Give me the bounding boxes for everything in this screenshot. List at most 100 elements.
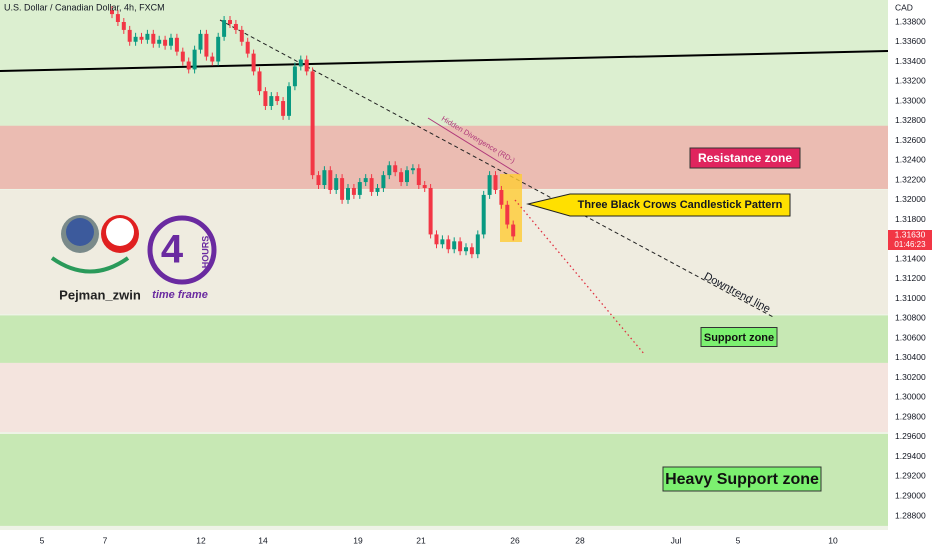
candle-body	[157, 39, 162, 44]
pattern-callout	[526, 193, 791, 217]
candle-body	[180, 51, 185, 62]
date-label: 21	[416, 535, 426, 545]
candle-body	[346, 187, 350, 200]
candle-body	[163, 39, 168, 46]
price-label: 1.30400	[895, 352, 926, 362]
trend-line	[0, 50, 889, 72]
bg-top	[0, 0, 888, 127]
price-tag-countdown: 01:46:23	[894, 240, 926, 249]
candle-body	[375, 187, 380, 192]
candle-body	[410, 168, 415, 171]
price-label: 1.33600	[895, 36, 926, 46]
price-label: 1.30600	[895, 332, 926, 342]
date-label: 12	[196, 535, 206, 545]
candle-body	[222, 20, 227, 37]
price-label: 1.33400	[895, 56, 926, 66]
candle-body	[387, 165, 392, 176]
bg-low	[0, 361, 888, 432]
price-label: 1.32200	[895, 174, 926, 184]
price-label: 1.30800	[895, 313, 926, 323]
candle-body	[505, 204, 510, 225]
candle-body	[121, 22, 126, 30]
date-label: 10	[828, 535, 838, 545]
candle-body	[363, 178, 368, 183]
date-label: 5	[736, 535, 741, 545]
candle-body	[151, 33, 156, 44]
candle-body	[351, 187, 356, 195]
price-tag-price: 1.31630	[895, 229, 926, 239]
symbol: U.S. Dollar / Canadian Dollar, 4h, FXCM	[4, 2, 165, 12]
candle-body	[493, 175, 498, 190]
candle-body	[245, 41, 250, 54]
candle-body	[275, 96, 280, 102]
price-label: 1.31200	[895, 273, 926, 283]
candle-body	[139, 36, 144, 40]
zone-label-box	[689, 147, 801, 169]
candle-body	[257, 71, 262, 92]
date-label: Jul	[671, 535, 682, 545]
candle-body	[263, 91, 268, 106]
price-label: 1.33200	[895, 76, 926, 86]
candle-body	[233, 23, 238, 30]
price-label: 1.29000	[895, 490, 926, 500]
currency: CAD	[895, 2, 913, 12]
price-label: 1.31800	[895, 214, 926, 224]
price-label: 1.32800	[895, 115, 926, 125]
candle-body	[452, 241, 457, 250]
candle-body	[399, 172, 404, 183]
price-label: 1.29800	[895, 411, 926, 421]
logo-caption: time frame	[152, 289, 208, 301]
date-axis-panel	[0, 530, 888, 550]
date-label: 7	[103, 535, 108, 545]
zone-label-box	[700, 327, 778, 347]
candle-body	[298, 59, 303, 67]
divergence-line	[427, 117, 521, 176]
price-label: 1.29200	[895, 471, 926, 481]
price-axis-panel	[888, 0, 932, 550]
candle-body	[145, 33, 150, 40]
candle-body	[405, 170, 409, 183]
candle-body	[499, 189, 504, 205]
price-label: 1.29400	[895, 451, 926, 461]
zone-label: Resistance zone	[698, 151, 792, 165]
logo: 4 HOURS Pejman_zwin time frame	[50, 215, 217, 302]
candle-body	[340, 178, 345, 200]
price-label: 1.32000	[895, 194, 926, 204]
candle-body	[511, 224, 516, 237]
candle-body	[192, 49, 197, 70]
candle-body	[127, 29, 132, 42]
candle-body	[357, 182, 362, 195]
date-label: 14	[258, 535, 268, 545]
zone-label: Support zone	[704, 332, 774, 344]
candle-body	[446, 239, 451, 250]
candle-body	[169, 37, 173, 46]
pattern-label: Three Black Crows Candlestick Pattern	[578, 199, 783, 211]
candle-body	[481, 194, 486, 235]
price-label: 1.33000	[895, 95, 926, 105]
candle-body	[469, 247, 474, 255]
candle-body	[322, 170, 327, 186]
candle-body	[115, 14, 120, 22]
candle-body	[304, 59, 309, 72]
zone-label-box	[662, 466, 822, 492]
candle-body	[186, 61, 191, 70]
candle-body	[310, 71, 315, 176]
price-label: 1.29600	[895, 431, 926, 441]
price-label: 1.30200	[895, 372, 926, 382]
candle-body	[369, 178, 374, 192]
logo-small: HOURS	[200, 236, 210, 269]
candle-body	[393, 165, 398, 173]
candle-body	[416, 168, 421, 186]
candle-body	[475, 234, 480, 255]
price-label: 1.32400	[895, 155, 926, 165]
candle-body	[198, 33, 203, 50]
pattern-highlight	[500, 174, 522, 242]
candle-body	[204, 33, 209, 57]
candle-body	[216, 36, 221, 62]
candle-body	[440, 239, 445, 245]
candle-body	[487, 175, 492, 195]
candle-body	[239, 29, 244, 42]
zone-label: Heavy Support zone	[665, 471, 819, 488]
